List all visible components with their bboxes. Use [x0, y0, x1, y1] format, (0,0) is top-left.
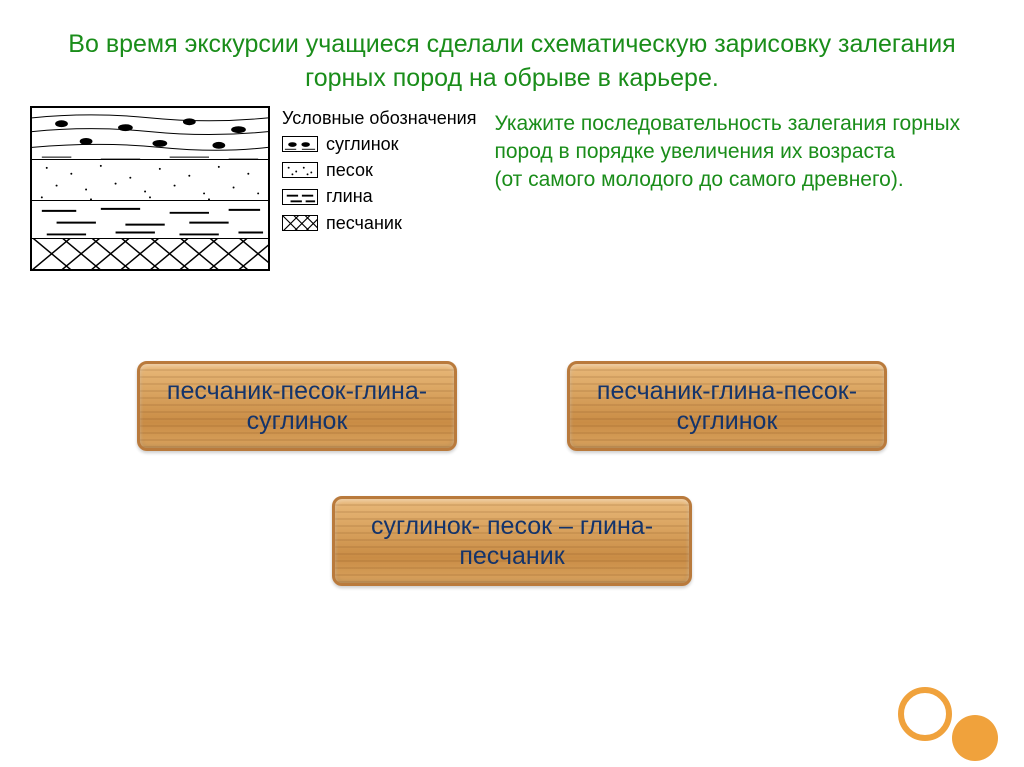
- option-2-button[interactable]: песчаник-глина-песок-суглинок: [567, 361, 887, 451]
- decorative-circles: [898, 687, 998, 741]
- legend-label-pesok: песок: [326, 158, 373, 182]
- pattern-pesok: [32, 160, 268, 200]
- legend-heading: Условные обозначения: [282, 106, 476, 130]
- swatch-glina: [282, 189, 318, 205]
- disc-icon: [952, 715, 998, 761]
- legend-row-peschanik: песчаник: [282, 211, 476, 235]
- pattern-glina: [32, 201, 268, 238]
- swatch-suglinok: [282, 136, 318, 152]
- layer-pesok: [32, 159, 268, 200]
- layer-peschanik: [32, 238, 268, 268]
- layer-glina: [32, 200, 268, 238]
- strata-diagram: [30, 106, 270, 271]
- pattern-peschanik: [32, 239, 268, 268]
- ring-icon: [898, 687, 952, 741]
- legend: Условные обозначения суглинок песок глин…: [282, 106, 476, 271]
- instruction-text: Укажите последовательность залегания гор…: [494, 106, 994, 271]
- option-2-label: песчаник-глина-песок-суглинок: [570, 376, 884, 436]
- legend-row-glina: глина: [282, 184, 476, 208]
- legend-label-peschanik: песчаник: [326, 211, 402, 235]
- option-1-label: песчаник-песок-глина-суглинок: [140, 376, 454, 436]
- layer-suglinok: [32, 108, 268, 159]
- swatch-pesok: [282, 162, 318, 178]
- legend-row-pesok: песок: [282, 158, 476, 182]
- legend-row-suglinok: суглинок: [282, 132, 476, 156]
- diagram-block: Условные обозначения суглинок песок глин…: [30, 106, 476, 271]
- legend-label-glina: глина: [326, 184, 373, 208]
- options-row-1: песчаник-песок-глина-суглинок песчаник-г…: [0, 361, 1024, 451]
- legend-label-suglinok: суглинок: [326, 132, 399, 156]
- option-3-label: суглинок- песок – глина- песчаник: [335, 511, 689, 571]
- swatch-peschanik: [282, 215, 318, 231]
- page-title: Во время экскурсии учащиеся сделали схем…: [0, 0, 1024, 106]
- option-1-button[interactable]: песчаник-песок-глина-суглинок: [137, 361, 457, 451]
- pattern-suglinok: [32, 108, 268, 159]
- content-row: Условные обозначения суглинок песок глин…: [0, 106, 1024, 271]
- option-3-button[interactable]: суглинок- песок – глина- песчаник: [332, 496, 692, 586]
- options-row-2: суглинок- песок – глина- песчаник: [0, 496, 1024, 586]
